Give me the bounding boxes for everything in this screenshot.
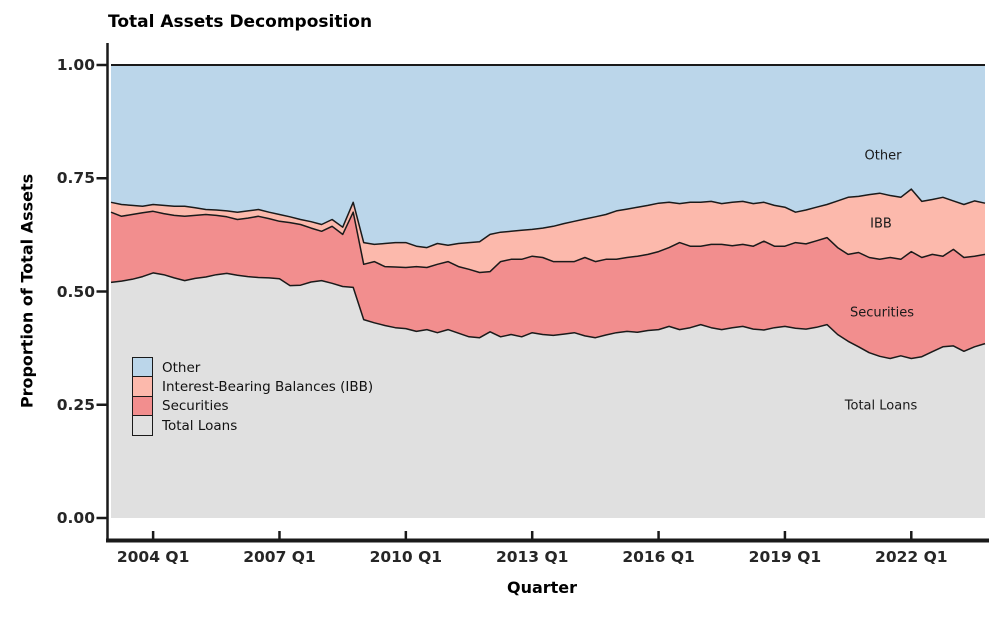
- area-other: [111, 65, 985, 248]
- x-tick-label: 2007 Q1: [243, 548, 316, 566]
- x-tick-label: 2010 Q1: [369, 548, 443, 566]
- y-tick-label: 1.00: [56, 56, 95, 74]
- area-securities: [111, 211, 985, 359]
- area-label-other: Other: [864, 148, 902, 164]
- x-tick-label: 2016 Q1: [622, 548, 695, 566]
- legend-swatch: [132, 415, 153, 437]
- area-total-loans: [111, 272, 985, 518]
- x-tick-label: 2022 Q1: [875, 548, 948, 566]
- x-tick-label: 2013 Q1: [495, 548, 569, 566]
- area-label-total-loans: Total Loans: [844, 398, 918, 414]
- boundary-ibb: [110, 188, 986, 249]
- legend-swatch: [132, 357, 153, 378]
- x-tick-label: 2019 Q1: [748, 548, 822, 566]
- legend-label: Interest-Bearing Balances (IBB): [162, 378, 374, 395]
- x-tick-label: 2004 Q1: [116, 548, 190, 566]
- area-label-ibb: IBB: [870, 216, 892, 232]
- legend-label: Other: [162, 359, 201, 376]
- area-label-securities: Securities: [849, 305, 915, 321]
- y-tick-label: 0.75: [56, 169, 95, 188]
- chart-title: Total Assets Decomposition: [108, 12, 373, 32]
- boundary-securities: [110, 210, 986, 274]
- x-axis-title: Quarter: [506, 578, 578, 597]
- y-tick-label: 0.00: [56, 509, 95, 527]
- y-axis-title: Proportion of Total Assets: [17, 173, 37, 409]
- legend-swatch: [132, 395, 153, 417]
- legend-label: Total Loans: [162, 417, 238, 434]
- legend-item: Other: [132, 357, 373, 378]
- legend-label: Securities: [162, 398, 229, 415]
- boundary-total-loans: [110, 272, 986, 360]
- y-tick-label: 0.25: [56, 395, 95, 414]
- legend-swatch: [132, 376, 153, 398]
- area-ibb: [111, 189, 985, 273]
- legend-item: Total Loans: [132, 415, 373, 437]
- legend-item: Interest-Bearing Balances (IBB): [132, 376, 374, 398]
- legend-item: Securities: [132, 395, 373, 417]
- legend: Other Interest-Bearing Balances (IBB) Secu…: [132, 357, 374, 437]
- y-tick-label: 0.50: [56, 282, 95, 301]
